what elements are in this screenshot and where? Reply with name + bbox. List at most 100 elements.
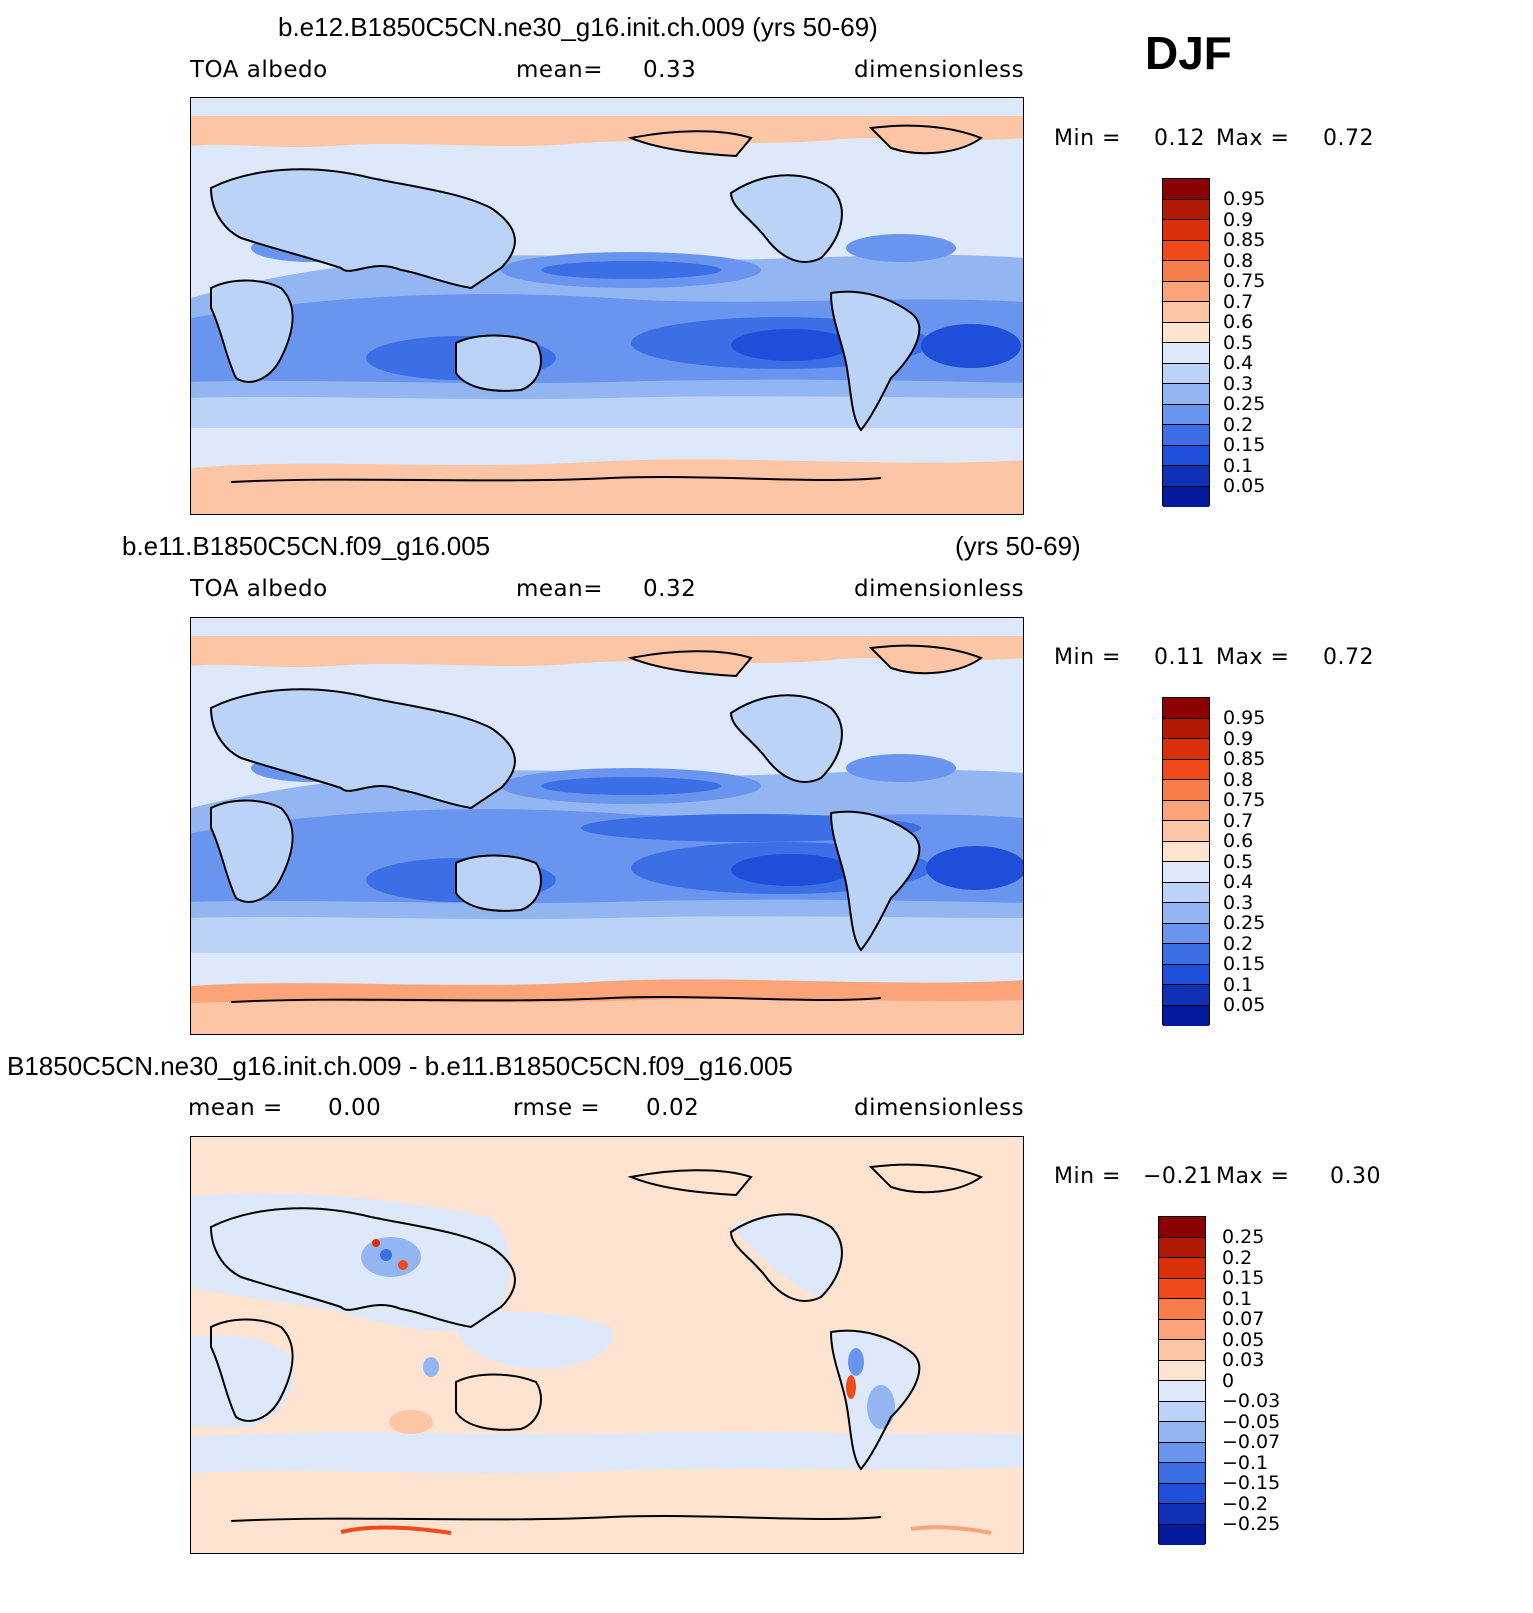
panel3-mean-label: mean =	[188, 1095, 283, 1121]
colorbar-swatch	[1163, 1005, 1209, 1026]
colorbar-swatch	[1163, 964, 1209, 985]
colorbar-swatch	[1163, 739, 1209, 760]
colorbar-label: 0.8	[1223, 249, 1254, 272]
colorbar-label: 0	[1222, 1369, 1235, 1392]
colorbar-swatch	[1163, 862, 1209, 883]
colorbar-label: 0.3	[1223, 372, 1254, 395]
colorbar-label: 0.3	[1223, 891, 1254, 914]
colorbar-label: 0.9	[1223, 727, 1254, 750]
panel1-title: b.e12.B1850C5CN.ne30_g16.init.ch.009 (yr…	[278, 12, 878, 42]
panel2-units: dimensionless	[854, 576, 1025, 602]
panel3-rmse-label: rmse =	[513, 1095, 601, 1121]
panel2-max-label: Max =	[1216, 645, 1290, 670]
colorbar-label: 0.25	[1222, 1226, 1265, 1248]
colorbar-label: 0.05	[1223, 994, 1266, 1016]
colorbar-label: −0.05	[1222, 1410, 1281, 1433]
colorbar-label: 0.7	[1223, 809, 1254, 832]
colorbar-swatch	[1163, 466, 1209, 487]
colorbar-label: 0.07	[1222, 1308, 1265, 1330]
panel3-min-label: Min =	[1054, 1164, 1121, 1189]
colorbar-label: 0.03	[1222, 1349, 1265, 1371]
colorbar-label: 0.6	[1223, 311, 1254, 333]
colorbar-swatch	[1159, 1258, 1205, 1279]
colorbar-swatch	[1159, 1319, 1205, 1340]
panel1-mean-label: mean=	[516, 57, 603, 83]
colorbar-swatch	[1159, 1524, 1205, 1545]
colorbar-swatch	[1163, 780, 1209, 801]
panel2-colorbar	[1162, 697, 1210, 1026]
colorbar-label: 0.15	[1222, 1267, 1265, 1289]
colorbar-swatch	[1159, 1401, 1205, 1422]
colorbar-swatch	[1163, 759, 1209, 780]
panel2-mean-value: 0.32	[643, 576, 697, 602]
colorbar-swatch	[1163, 821, 1209, 842]
colorbar-label: 0.25	[1223, 393, 1266, 415]
colorbar-label: 0.85	[1223, 229, 1266, 251]
panel2-title: b.e11.B1850C5CN.f09_g16.005	[122, 531, 491, 561]
colorbar-label: −0.07	[1222, 1431, 1281, 1453]
colorbar-label: 0.5	[1223, 850, 1254, 873]
colorbar-swatch	[1163, 261, 1209, 282]
colorbar-swatch	[1163, 343, 1209, 364]
colorbar-label: 0.2	[1223, 932, 1254, 955]
colorbar-label: 0.4	[1223, 871, 1254, 893]
colorbar-swatch	[1159, 1483, 1205, 1504]
panel2-min-label: Min =	[1054, 645, 1121, 670]
panel1-map	[190, 97, 1024, 515]
colorbar-swatch	[1163, 985, 1209, 1006]
colorbar-swatch	[1163, 302, 1209, 323]
colorbar-label: −0.03	[1222, 1390, 1281, 1412]
colorbar-swatch	[1159, 1340, 1205, 1361]
colorbar-swatch	[1163, 384, 1209, 405]
colorbar-label: 0.4	[1223, 352, 1254, 374]
season-label: DJF	[1145, 27, 1232, 79]
panel3-max-value: 0.30	[1330, 1164, 1381, 1189]
colorbar-swatch	[1163, 800, 1209, 821]
panel1-max-label: Max =	[1216, 126, 1290, 151]
colorbar-label: 0.95	[1223, 707, 1266, 729]
colorbar-swatch	[1163, 445, 1209, 466]
colorbar-swatch	[1159, 1381, 1205, 1402]
colorbar-swatch	[1163, 698, 1209, 719]
colorbar-label: −0.1	[1222, 1451, 1269, 1474]
colorbar-swatch	[1163, 718, 1209, 739]
colorbar-swatch	[1163, 486, 1209, 507]
colorbar-label: 0.95	[1223, 188, 1266, 210]
colorbar-swatch	[1163, 882, 1209, 903]
colorbar-swatch	[1163, 179, 1209, 200]
colorbar-swatch	[1159, 1299, 1205, 1320]
panel2-mean-label: mean=	[516, 576, 603, 602]
colorbar-swatch	[1163, 220, 1209, 241]
panel3-rmse-value: 0.02	[646, 1095, 700, 1121]
colorbar-label: 0.8	[1223, 768, 1254, 791]
panel2-years: (yrs 50-69)	[955, 531, 1081, 561]
colorbar-label: 0.25	[1223, 912, 1266, 934]
colorbar-label: 0.9	[1223, 208, 1254, 231]
panel1-variable: TOA albedo	[190, 57, 328, 83]
colorbar-swatch	[1163, 199, 1209, 220]
panel3-title: B1850C5CN.ne30_g16.init.ch.009 - b.e11.B…	[7, 1051, 793, 1081]
colorbar-swatch	[1163, 903, 1209, 924]
colorbar-swatch	[1159, 1463, 1205, 1484]
colorbar-label: 0.7	[1223, 290, 1254, 313]
colorbar-label: −0.25	[1222, 1513, 1281, 1535]
panel1-units: dimensionless	[854, 57, 1025, 83]
colorbar-swatch	[1163, 240, 1209, 261]
colorbar-swatch	[1159, 1360, 1205, 1381]
panel3-map	[190, 1136, 1024, 1554]
colorbar-label: 0.05	[1223, 475, 1266, 497]
colorbar-swatch	[1159, 1217, 1205, 1238]
colorbar-swatch	[1163, 841, 1209, 862]
colorbar-swatch	[1163, 281, 1209, 302]
colorbar-label: 0.1	[1223, 973, 1254, 996]
panel3-max-label: Max =	[1216, 1164, 1290, 1189]
colorbar-swatch	[1163, 944, 1209, 965]
colorbar-label: 0.15	[1223, 953, 1266, 975]
colorbar-label: 0.85	[1223, 748, 1266, 770]
panel2-variable: TOA albedo	[190, 576, 328, 602]
colorbar-swatch	[1163, 404, 1209, 425]
colorbar-label: 0.15	[1223, 434, 1266, 456]
panel1-colorbar	[1162, 178, 1210, 507]
colorbar-label: 0.2	[1223, 413, 1254, 436]
colorbar-label: 0.75	[1223, 270, 1266, 292]
